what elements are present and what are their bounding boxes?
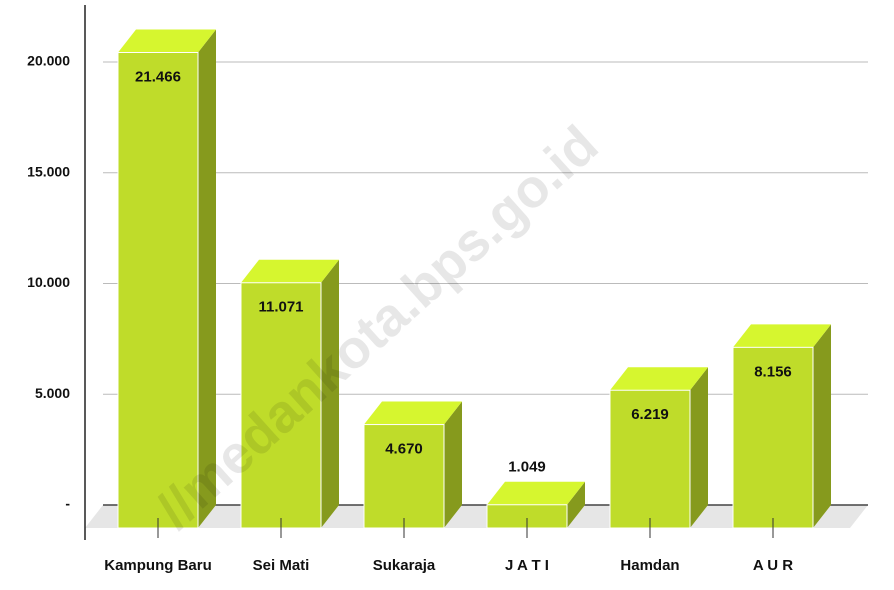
value-label: 11.071	[258, 299, 303, 316]
bar-top	[733, 324, 831, 348]
bar	[363, 424, 445, 529]
bar-top	[241, 259, 339, 283]
bar	[732, 346, 814, 529]
x-tick-label: Kampung Baru	[104, 557, 212, 574]
x-tick-label: Sukaraja	[373, 557, 436, 574]
x-tick-label: Hamdan	[620, 557, 679, 574]
bar-top	[610, 367, 708, 391]
y-tick-label: 5.000	[35, 385, 70, 401]
bar-top	[364, 401, 462, 425]
value-label: 6.219	[631, 406, 669, 423]
bar	[240, 282, 322, 529]
y-tick-label: 15.000	[27, 163, 70, 179]
value-label: 21.466	[135, 68, 181, 85]
bar	[117, 52, 199, 529]
y-tick-label: 10.000	[27, 274, 70, 290]
x-tick-label: Sei Mati	[253, 557, 310, 574]
bar-side	[567, 481, 585, 528]
bar-side	[690, 367, 708, 528]
y-tick-label: -	[65, 496, 70, 512]
value-label: 8.156	[754, 363, 792, 380]
bar-side	[321, 259, 339, 528]
value-label: 1.049	[508, 459, 546, 476]
x-tick-label: J A T I	[505, 557, 549, 574]
bar-side	[444, 401, 462, 528]
bar-side	[198, 29, 216, 529]
value-label: 4.670	[385, 441, 423, 458]
x-tick-label: A U R	[753, 557, 793, 574]
bar-top	[487, 481, 585, 505]
bar	[609, 389, 691, 529]
y-tick-label: 20.000	[27, 53, 70, 69]
bar-side	[813, 324, 831, 528]
bar-top	[118, 29, 216, 53]
